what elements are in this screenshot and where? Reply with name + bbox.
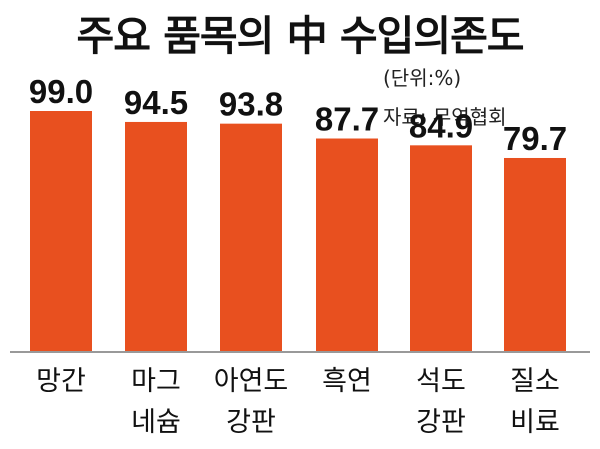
category-label-5-line-2: 강판	[416, 407, 466, 438]
source-note: 자료: 무역협회	[383, 105, 507, 129]
category-label-2-line-1: 마그	[131, 366, 181, 397]
category-label-6-line-2: 비료	[510, 407, 560, 438]
bar-3	[220, 123, 282, 352]
bar-5	[410, 145, 472, 352]
bar-1	[30, 111, 92, 352]
category-label-4-line-1: 흑연	[322, 366, 372, 397]
bar-4	[316, 138, 378, 352]
category-label-1-line-1: 망간	[36, 366, 86, 397]
unit-note: (단위:%)	[383, 66, 462, 90]
value-label-2: 94.5	[124, 84, 188, 121]
value-label-4: 87.7	[315, 101, 379, 138]
value-label-1: 99.0	[29, 73, 93, 110]
value-label-3: 93.8	[219, 86, 283, 123]
chart-title: 주요 품목의 中 수입의존도	[76, 12, 524, 60]
value-label-5: 84.9	[409, 107, 473, 144]
category-label-2-line-2: 네슘	[131, 407, 181, 438]
bar-6	[504, 157, 566, 352]
value-label-6: 79.7	[503, 120, 567, 157]
category-label-6-line-1: 질소	[510, 366, 560, 397]
category-label-5-line-1: 석도	[416, 366, 466, 397]
bar-2	[125, 121, 187, 352]
category-label-3-line-1: 아연도	[214, 366, 289, 397]
category-label-3-line-2: 강판	[226, 407, 276, 438]
